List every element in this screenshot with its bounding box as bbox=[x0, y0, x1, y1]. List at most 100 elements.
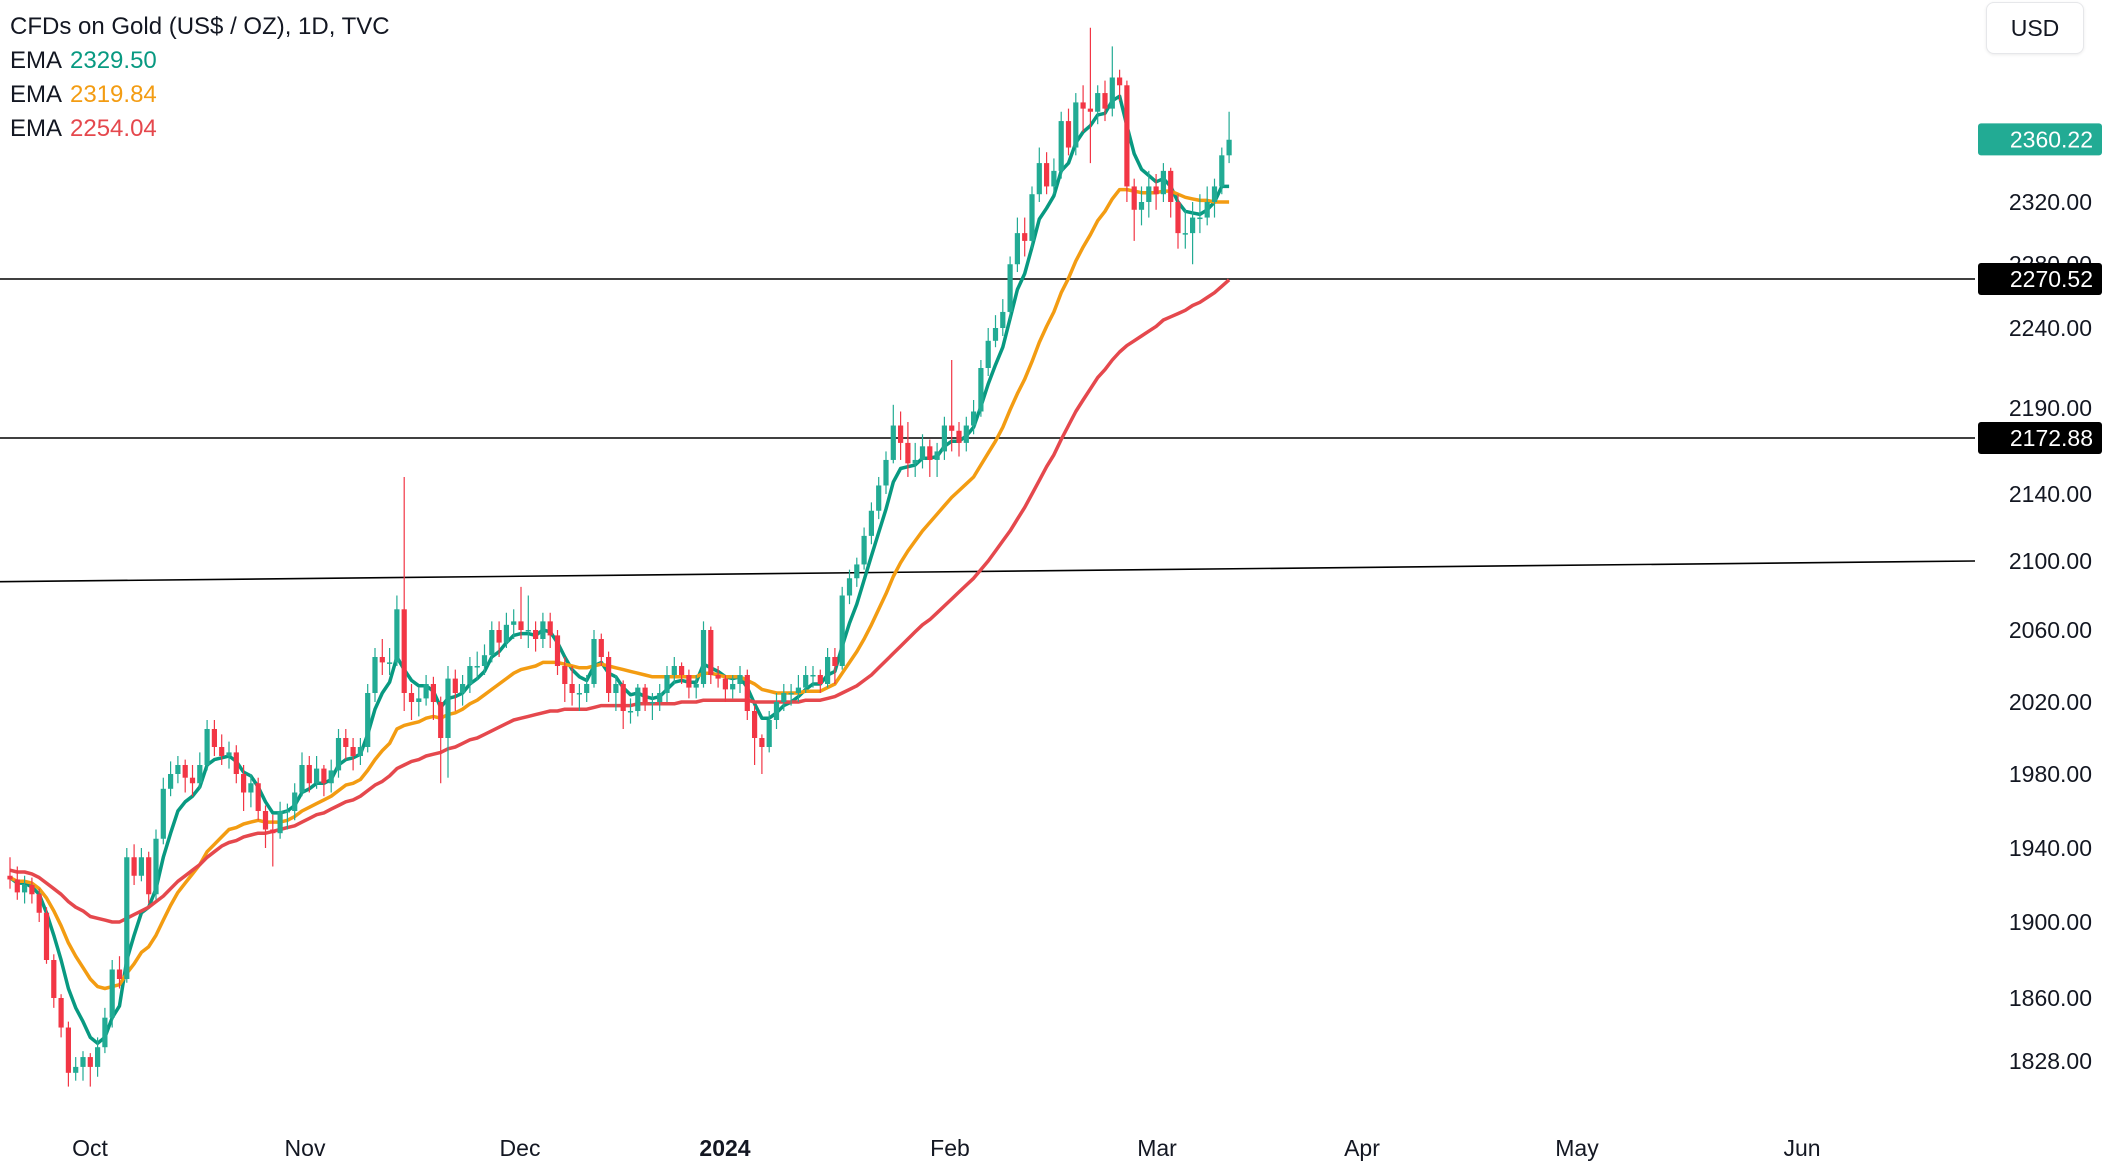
candle bbox=[766, 711, 772, 753]
candle-body bbox=[394, 609, 400, 663]
price-axis[interactable]: 2320.002280.002240.002190.002140.002100.… bbox=[2009, 189, 2092, 1074]
candle bbox=[1058, 111, 1064, 179]
price-label-box bbox=[1978, 263, 2102, 295]
candle-body bbox=[168, 774, 174, 789]
candle bbox=[613, 675, 619, 711]
candle-body bbox=[160, 788, 166, 839]
candle bbox=[978, 360, 984, 417]
candle bbox=[328, 759, 334, 793]
candle-body bbox=[635, 687, 641, 711]
candle bbox=[934, 442, 940, 477]
candle-body bbox=[766, 720, 772, 747]
legend-ema-2-label: EMA bbox=[10, 81, 63, 108]
candle bbox=[839, 586, 845, 670]
candle-body bbox=[95, 1047, 101, 1067]
legend-ema-3-value: 2254.04 bbox=[70, 115, 157, 142]
trendline[interactable] bbox=[0, 560, 1976, 583]
candle bbox=[343, 729, 349, 760]
candle-body bbox=[1109, 77, 1115, 109]
candle bbox=[182, 759, 188, 793]
candle bbox=[211, 720, 217, 756]
candle-body bbox=[832, 657, 838, 666]
candle bbox=[1087, 27, 1093, 164]
candle bbox=[22, 875, 28, 904]
candle bbox=[1022, 217, 1028, 257]
candle-body bbox=[299, 765, 305, 793]
candle-body bbox=[686, 675, 692, 688]
candle bbox=[350, 738, 356, 771]
candle-body bbox=[1182, 233, 1188, 235]
candle-body bbox=[197, 765, 203, 784]
ema-line-1 bbox=[8, 94, 1230, 1046]
candle-body bbox=[241, 774, 247, 793]
candle-body bbox=[306, 765, 312, 784]
chart-title: CFDs on Gold (US$ / OZ), 1D, TVC bbox=[10, 13, 390, 40]
candle bbox=[708, 626, 714, 684]
candle-body bbox=[233, 752, 239, 774]
candle bbox=[518, 586, 524, 639]
candle-body bbox=[1204, 202, 1210, 218]
candle-body bbox=[416, 698, 422, 702]
candle-body bbox=[788, 693, 794, 695]
candle-body bbox=[452, 678, 458, 693]
candle bbox=[752, 705, 758, 765]
time-axis[interactable]: Oct Nov Dec 2024 Feb Mar Apr May Jun bbox=[72, 1135, 1820, 1161]
candle-body bbox=[430, 684, 436, 702]
candle bbox=[277, 801, 283, 839]
candle bbox=[773, 693, 780, 729]
legend-ema-1[interactable]: EMA 2329.50 bbox=[10, 44, 390, 78]
candle-body bbox=[1080, 102, 1086, 109]
candle bbox=[489, 621, 495, 663]
candle bbox=[591, 630, 597, 688]
legend-ema-2[interactable]: EMA 2319.84 bbox=[10, 78, 390, 112]
candle bbox=[963, 416, 969, 452]
candle bbox=[744, 669, 750, 720]
candle-body bbox=[116, 969, 123, 979]
candle bbox=[387, 648, 393, 675]
candle bbox=[956, 422, 962, 457]
candle bbox=[664, 666, 670, 702]
candle-body bbox=[14, 879, 20, 893]
candle bbox=[722, 675, 728, 702]
x-tick-label-9: Jun bbox=[1783, 1135, 1820, 1161]
candle-body bbox=[350, 747, 356, 756]
candle-body bbox=[408, 693, 415, 702]
x-tick-label-7: Apr bbox=[1344, 1135, 1380, 1161]
candle bbox=[7, 857, 13, 889]
candle-body bbox=[752, 711, 758, 738]
candle bbox=[511, 609, 517, 639]
candle-body bbox=[627, 711, 634, 713]
candle bbox=[204, 720, 210, 771]
candle-body bbox=[1007, 264, 1013, 312]
price-label-3: 2172.88 bbox=[1978, 422, 2102, 454]
price-label-text: 2360.22 bbox=[2010, 126, 2093, 152]
candle bbox=[868, 502, 874, 545]
candle bbox=[854, 557, 860, 587]
candle-body bbox=[919, 446, 926, 460]
currency-button[interactable]: USD bbox=[1986, 2, 2084, 54]
candle-body bbox=[248, 783, 254, 793]
candle-body bbox=[1168, 170, 1174, 202]
y-tick-label-10: 1940.00 bbox=[2009, 835, 2092, 861]
price-label-1: 2360.22 bbox=[1978, 123, 2102, 156]
candle bbox=[423, 675, 429, 706]
candle-body bbox=[963, 425, 969, 443]
candle bbox=[919, 434, 926, 469]
candle bbox=[657, 684, 663, 711]
candle bbox=[438, 696, 444, 784]
candle bbox=[781, 684, 787, 711]
candle-body bbox=[80, 1057, 86, 1067]
candle-body bbox=[956, 430, 962, 443]
candle bbox=[1109, 46, 1115, 117]
legend-ema-3[interactable]: EMA 2254.04 bbox=[10, 112, 390, 146]
candle-body bbox=[868, 510, 874, 536]
candle bbox=[941, 416, 947, 460]
candle bbox=[379, 639, 385, 675]
trendline-layer bbox=[0, 560, 1976, 583]
candle bbox=[1051, 158, 1057, 195]
candle bbox=[533, 621, 539, 652]
candle-body bbox=[1124, 85, 1130, 187]
candle bbox=[233, 745, 239, 784]
candle bbox=[737, 666, 743, 693]
